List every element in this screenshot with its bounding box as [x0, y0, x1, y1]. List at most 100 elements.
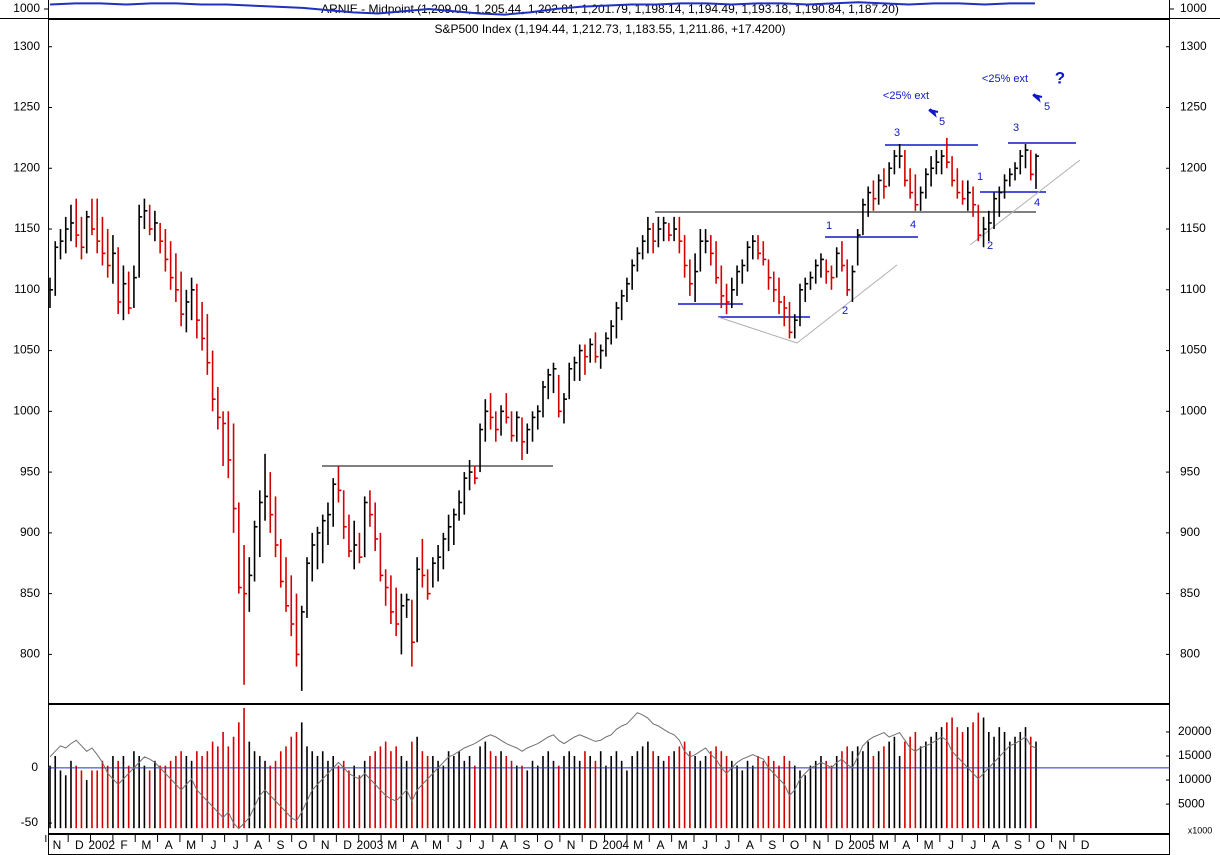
y-tick-label: 1300 — [13, 39, 40, 53]
x-tick-label: S — [276, 838, 284, 852]
annotation: 1 — [826, 220, 832, 232]
x-tick-label: O — [298, 838, 307, 852]
indicator-line — [49, 1, 1035, 16]
arrows — [928, 93, 1043, 118]
y2-tick-label: 20000 — [1178, 724, 1212, 738]
x-tick-label: A — [165, 838, 173, 852]
y-tick-label: 850 — [1180, 586, 1200, 600]
x-tick-label: J — [970, 838, 976, 852]
y-tick-label: 850 — [20, 586, 40, 600]
annotation: <25% ext — [883, 90, 929, 102]
x-tick-label: M — [924, 838, 934, 852]
x-tick-label: 2002 — [88, 838, 115, 852]
x-tick-label: M — [432, 838, 442, 852]
annotation: <25% ext — [982, 73, 1028, 85]
annotation: 3 — [894, 127, 900, 139]
channel-line — [717, 316, 798, 344]
annotation: 4 — [1034, 197, 1040, 209]
annotation: 2 — [987, 240, 993, 252]
y2-tick-label: 10000 — [1178, 772, 1212, 786]
y-tick-label: 950 — [20, 464, 40, 478]
y2-tick-label: 15000 — [1178, 748, 1212, 762]
x-tick-label: S — [768, 838, 776, 852]
x-tick-label: A — [992, 838, 1000, 852]
x-tick-label: 2003 — [357, 838, 384, 852]
y-tick-label: 1050 — [1180, 343, 1207, 357]
y-tick-label: 0 — [31, 760, 38, 774]
y-tick-label: 1300 — [1180, 39, 1207, 53]
x-tick-label: A — [500, 838, 508, 852]
x-tick-label: F — [120, 838, 127, 852]
x-tick-label: 2004 — [602, 838, 629, 852]
y-tick-label: 1000 — [13, 1, 40, 15]
y-tick-label: 1000 — [1180, 1, 1207, 15]
x-tick-label: D — [589, 838, 598, 852]
x-tick-label: J — [210, 838, 216, 852]
x-tick-label: J — [456, 838, 462, 852]
channel-line — [796, 264, 898, 344]
x-tick-label: D — [1081, 838, 1090, 852]
y-tick-label: 1100 — [14, 282, 40, 296]
x-tick-label: O — [790, 838, 799, 852]
annotation: 3 — [1013, 122, 1019, 134]
y-tick-label: 800 — [1180, 647, 1200, 661]
y-tick-label: 1200 — [1180, 160, 1207, 174]
x-tick-label: N — [1058, 838, 1067, 852]
x-tick-label: A — [746, 838, 754, 852]
annotation: 5 — [939, 116, 945, 128]
x-tick-label: S — [522, 838, 530, 852]
x-tick-label: D — [835, 838, 844, 852]
arrow — [928, 108, 939, 118]
x-tick-label: D — [75, 838, 84, 852]
y2-tick-label: 5000 — [1178, 796, 1205, 810]
x-tick-label: N — [567, 838, 576, 852]
x-tick-label: M — [141, 838, 151, 852]
x-tick-label: O — [544, 838, 553, 852]
y-tick-label: 1050 — [13, 343, 40, 357]
y-tick-label: -50 — [21, 815, 39, 829]
arrow — [1032, 93, 1043, 103]
x-tick-label: 2005 — [848, 838, 875, 852]
x-tick-label: M — [678, 838, 688, 852]
oscillator-line — [49, 712, 1037, 830]
x-tick-label: M — [387, 838, 397, 852]
y-tick-label: 1000 — [13, 403, 40, 417]
annotation: 5 — [1044, 101, 1050, 113]
x-tick-label: N — [53, 838, 62, 852]
x-tick-label: A — [656, 838, 664, 852]
x-tick-label: M — [186, 838, 196, 852]
y-tick-label: 1250 — [1180, 100, 1207, 114]
x-tick-label: A — [254, 838, 262, 852]
x-tick-label: N — [321, 838, 330, 852]
x-tick-label: A — [411, 838, 419, 852]
y-tick-label: 900 — [1180, 525, 1200, 539]
x-tick-label: J — [725, 838, 731, 852]
y-tick-label: 1150 — [1180, 221, 1206, 235]
y-tick-label: 1150 — [14, 221, 40, 235]
annotation: 2 — [842, 305, 848, 317]
annotation: 1 — [977, 171, 983, 183]
x-tick-label: S — [1014, 838, 1022, 852]
x-tick-label: N — [813, 838, 822, 852]
x-tick-label: M — [633, 838, 643, 852]
y-tick-label: 950 — [1180, 464, 1200, 478]
x-tick-label: M — [879, 838, 889, 852]
y-tick-label: 1000 — [1180, 403, 1207, 417]
x-tick-label: J — [479, 838, 485, 852]
y-tick-label: 900 — [20, 525, 40, 539]
price-panel — [48, 19, 1170, 704]
chart-title: S&P500 Index (1,194.44, 1,212.73, 1,183.… — [434, 22, 785, 36]
x-tick-label: D — [343, 838, 352, 852]
volume-panel — [48, 704, 1170, 834]
annotation: ? — [1055, 68, 1065, 87]
y-tick-label: 800 — [20, 647, 40, 661]
x-tick-label: J — [233, 838, 239, 852]
y-tick-label: 1250 — [13, 100, 40, 114]
x-tick-label: J — [702, 838, 708, 852]
scale-label: x1000 — [1188, 825, 1213, 835]
y-tick-label: 1100 — [1180, 282, 1206, 296]
y-tick-label: 1200 — [13, 160, 40, 174]
x-tick-label: A — [902, 838, 910, 852]
x-tick-label: O — [1036, 838, 1045, 852]
